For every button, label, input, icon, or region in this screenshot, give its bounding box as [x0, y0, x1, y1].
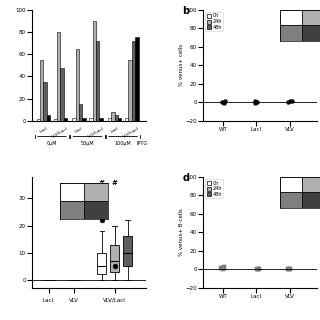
Bar — [115, 116, 118, 121]
Bar — [60, 68, 64, 121]
Text: VLV/LacI: VLV/LacI — [87, 126, 105, 139]
Text: b: b — [182, 6, 189, 16]
Bar — [40, 60, 44, 121]
Text: 50μM: 50μM — [81, 141, 94, 146]
Bar — [36, 119, 40, 121]
Bar — [125, 118, 128, 121]
Bar — [96, 41, 100, 121]
Text: #: # — [99, 180, 105, 186]
Bar — [89, 118, 93, 121]
Bar — [132, 41, 135, 121]
Text: LacI: LacI — [74, 126, 84, 134]
Legend: 0h, 24h, 48h: 0h, 24h, 48h — [205, 179, 223, 198]
Bar — [118, 118, 121, 121]
Legend: 0h, 24h, 48h: 0h, 24h, 48h — [205, 12, 223, 31]
Bar — [108, 118, 111, 121]
Y-axis label: % venus+ B-cells: % venus+ B-cells — [179, 208, 184, 256]
Bar — [83, 118, 86, 121]
Bar — [128, 60, 132, 121]
Bar — [47, 116, 50, 121]
Text: VLV/LacI: VLV/LacI — [52, 126, 69, 139]
Bar — [111, 112, 115, 121]
Bar — [100, 118, 103, 121]
Bar — [54, 119, 57, 121]
PathPatch shape — [110, 244, 119, 272]
Text: 100μM: 100μM — [115, 141, 132, 146]
Bar — [64, 118, 67, 121]
Bar — [44, 82, 47, 121]
Text: d: d — [182, 173, 189, 183]
PathPatch shape — [123, 236, 132, 266]
Bar — [135, 37, 139, 121]
Bar — [79, 104, 83, 121]
Bar — [76, 49, 79, 121]
Bar — [57, 32, 60, 121]
Bar — [93, 21, 96, 121]
Text: VLV/LacI: VLV/LacI — [123, 126, 140, 139]
Text: LacI: LacI — [110, 126, 119, 134]
Text: #: # — [112, 180, 118, 186]
Bar — [72, 118, 76, 121]
Text: IPTG: IPTG — [136, 141, 147, 146]
Y-axis label: % venus+ cells: % venus+ cells — [179, 44, 184, 86]
Text: LacI: LacI — [39, 126, 48, 134]
PathPatch shape — [97, 253, 107, 275]
Text: 0μM: 0μM — [47, 141, 57, 146]
